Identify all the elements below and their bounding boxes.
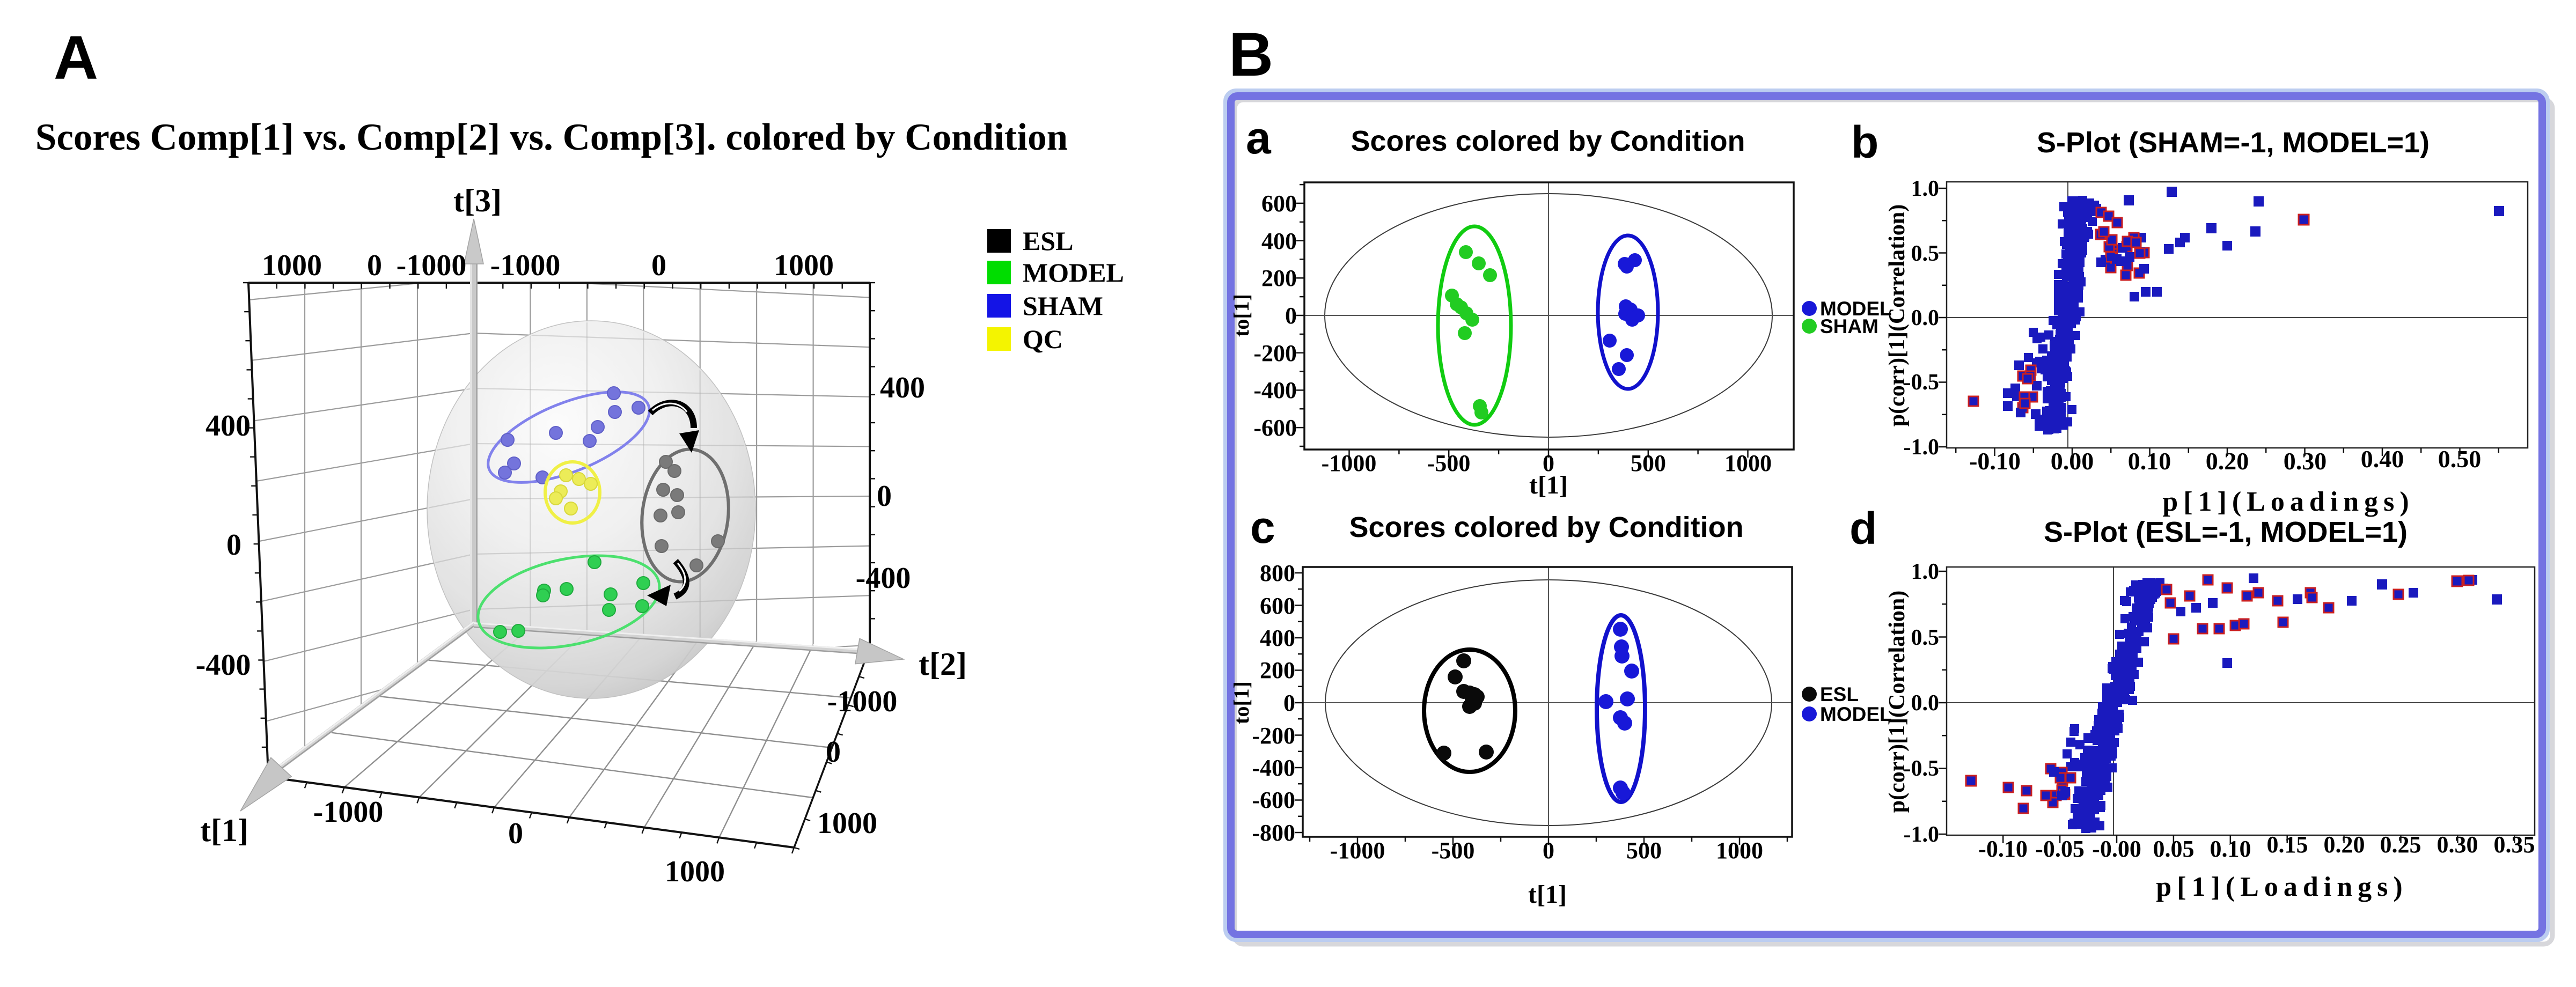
- svg-text:0: 0: [1285, 303, 1297, 329]
- svg-text:-400: -400: [856, 562, 911, 595]
- svg-text:400: 400: [880, 371, 925, 404]
- svg-text:-1.0: -1.0: [1904, 822, 1940, 847]
- svg-text:-800: -800: [1252, 820, 1295, 846]
- svg-text:0.0: 0.0: [1911, 306, 1940, 330]
- svg-text:S-Plot (SHAM=-1, MODEL=1): S-Plot (SHAM=-1, MODEL=1): [2037, 127, 2430, 159]
- svg-text:0: 0: [651, 249, 666, 282]
- svg-text:MODEL: MODEL: [1820, 298, 1892, 320]
- svg-text:Scores colored by Condition: Scores colored by Condition: [1349, 511, 1743, 543]
- svg-text:S-Plot (ESL=-1, MODEL=1): S-Plot (ESL=-1, MODEL=1): [2044, 516, 2408, 548]
- svg-text:ESL: ESL: [1820, 683, 1859, 705]
- svg-text:d: d: [1850, 503, 1877, 554]
- svg-text:1.0: 1.0: [1911, 176, 1940, 201]
- svg-text:-1000: -1000: [313, 796, 384, 829]
- svg-text:800: 800: [1260, 560, 1295, 586]
- svg-text:-1000: -1000: [490, 249, 561, 282]
- svg-text:1000: 1000: [1716, 837, 1763, 864]
- svg-text:-1000: -1000: [827, 685, 898, 718]
- svg-text:0: 0: [826, 735, 841, 769]
- svg-text:-1000: -1000: [1322, 450, 1377, 476]
- svg-text:t[3]: t[3]: [453, 183, 502, 218]
- svg-text:200: 200: [1261, 265, 1297, 291]
- svg-text:400: 400: [1260, 625, 1295, 651]
- svg-text:0: 0: [877, 480, 892, 513]
- svg-text:QC: QC: [1023, 324, 1063, 354]
- svg-text:a: a: [1246, 113, 1272, 163]
- svg-text:Scores colored by Condition: Scores colored by Condition: [1351, 125, 1745, 157]
- svg-text:-200: -200: [1253, 340, 1297, 366]
- svg-text:p(corr)[1](Correlation): p(corr)[1](Correlation): [1885, 204, 1910, 426]
- svg-text:-0.5: -0.5: [1904, 370, 1940, 395]
- svg-text:0.5: 0.5: [1911, 625, 1940, 650]
- svg-text:0: 0: [1283, 690, 1295, 716]
- svg-text:-0.5: -0.5: [1904, 756, 1940, 781]
- svg-text:-1.0: -1.0: [1904, 435, 1940, 460]
- svg-text:0.0: 0.0: [1911, 691, 1940, 716]
- svg-text:1.0: 1.0: [1911, 559, 1940, 584]
- svg-text:200: 200: [1260, 657, 1295, 683]
- svg-text:t[1]: t[1]: [200, 813, 248, 848]
- svg-text:p[1](Loadings): p[1](Loadings): [2162, 487, 2414, 517]
- svg-text:ESL: ESL: [1023, 226, 1074, 256]
- svg-text:p(corr)[1](Correlation): p(corr)[1](Correlation): [1885, 591, 1910, 813]
- svg-text:-400: -400: [1252, 755, 1295, 781]
- svg-text:MODEL: MODEL: [1023, 257, 1124, 288]
- svg-text:-600: -600: [1253, 415, 1297, 441]
- svg-text:-200: -200: [1252, 723, 1295, 749]
- svg-text:500: 500: [1631, 450, 1666, 476]
- svg-text:600: 600: [1260, 593, 1295, 619]
- svg-text:MODEL: MODEL: [1820, 703, 1892, 725]
- svg-text:1000: 1000: [774, 249, 834, 282]
- svg-text:-400: -400: [1253, 377, 1297, 403]
- svg-text:b: b: [1851, 117, 1878, 167]
- svg-text:c: c: [1250, 502, 1275, 553]
- svg-text:0: 0: [226, 528, 241, 562]
- svg-text:p[1](Loadings): p[1](Loadings): [2156, 872, 2408, 902]
- svg-text:1000: 1000: [665, 855, 725, 888]
- svg-text:0: 0: [1543, 450, 1554, 476]
- svg-text:0: 0: [367, 249, 382, 282]
- svg-text:SHAM: SHAM: [1820, 315, 1878, 337]
- svg-text:SHAM: SHAM: [1023, 291, 1103, 321]
- svg-text:A: A: [54, 24, 98, 92]
- svg-text:t[1]: t[1]: [1528, 880, 1567, 909]
- svg-text:0.5: 0.5: [1911, 241, 1940, 266]
- svg-text:to[1]: to[1]: [1229, 294, 1253, 337]
- svg-text:400: 400: [206, 409, 251, 443]
- svg-text:500: 500: [1626, 837, 1662, 864]
- svg-text:B: B: [1229, 20, 1273, 89]
- svg-text:1000: 1000: [817, 807, 877, 840]
- svg-text:t[1]: t[1]: [1529, 471, 1568, 499]
- svg-text:to[1]: to[1]: [1229, 681, 1253, 724]
- svg-text:-500: -500: [1427, 450, 1471, 476]
- svg-text:t[2]: t[2]: [919, 646, 967, 682]
- svg-text:0: 0: [1543, 837, 1554, 864]
- svg-text:1000: 1000: [262, 249, 322, 282]
- svg-text:600: 600: [1261, 190, 1297, 217]
- svg-text:0: 0: [508, 817, 523, 850]
- svg-text:400: 400: [1261, 228, 1297, 254]
- svg-text:1000: 1000: [1724, 450, 1772, 476]
- svg-text:-1000: -1000: [1330, 837, 1385, 864]
- svg-text:-400: -400: [196, 649, 251, 682]
- svg-text:Scores Comp[1] vs. Comp[2] vs.: Scores Comp[1] vs. Comp[2] vs. Comp[3]. …: [35, 116, 1068, 158]
- svg-text:-1000: -1000: [397, 249, 467, 282]
- svg-text:-500: -500: [1432, 837, 1475, 864]
- svg-text:-600: -600: [1252, 787, 1295, 813]
